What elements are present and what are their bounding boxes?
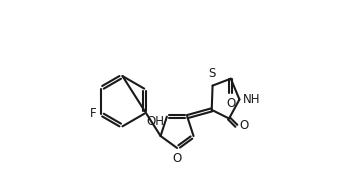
- Text: F: F: [90, 107, 96, 120]
- Text: OH: OH: [147, 116, 165, 128]
- Text: NH: NH: [242, 93, 260, 106]
- Text: O: O: [226, 97, 235, 109]
- Text: O: O: [172, 152, 182, 165]
- Text: O: O: [239, 119, 249, 132]
- Text: S: S: [208, 67, 215, 80]
